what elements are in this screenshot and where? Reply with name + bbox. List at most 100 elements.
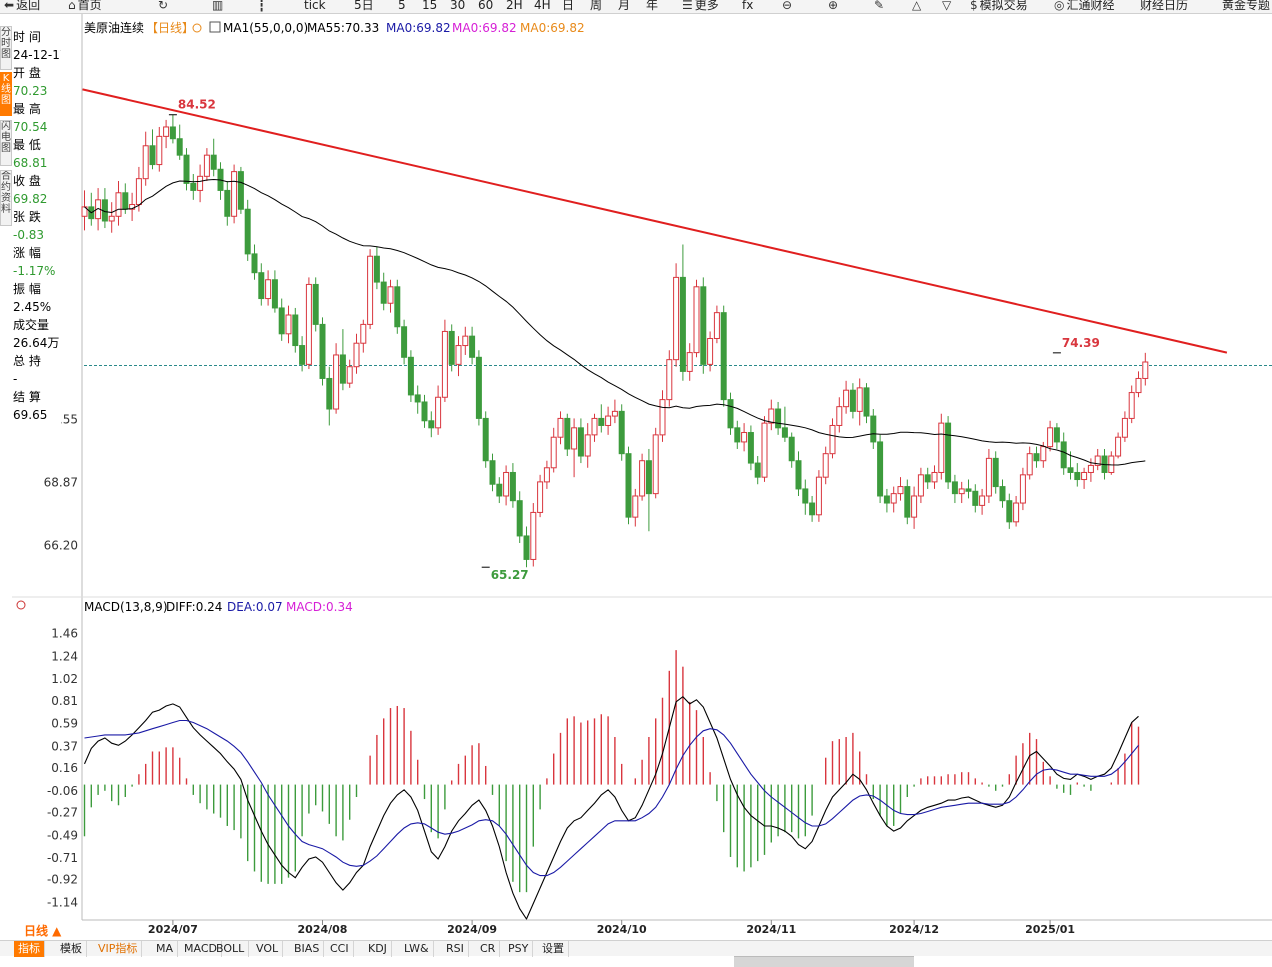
candle[interactable]	[231, 164, 238, 224]
candle[interactable]	[639, 453, 646, 501]
candle[interactable]	[142, 131, 149, 186]
indicator-tab-8[interactable]: CCI	[326, 941, 354, 957]
candle[interactable]	[1081, 467, 1088, 489]
candle[interactable]	[686, 343, 693, 381]
candle[interactable]	[747, 425, 754, 471]
candle[interactable]	[455, 336, 462, 377]
candle[interactable]	[713, 305, 720, 344]
toolbar-item-24[interactable]: $ 模拟交易	[970, 0, 1028, 13]
toolbar-item-0[interactable]: ⬅ 返回	[4, 0, 40, 13]
candle[interactable]	[217, 162, 224, 200]
candle[interactable]	[271, 270, 278, 313]
candle[interactable]	[251, 244, 258, 280]
candle[interactable]	[645, 448, 652, 532]
candle[interactable]	[401, 319, 408, 365]
candle[interactable]	[1013, 495, 1020, 527]
candle[interactable]	[1067, 451, 1074, 480]
candle[interactable]	[1033, 446, 1040, 468]
candle[interactable]	[299, 336, 306, 372]
candle[interactable]	[210, 138, 217, 177]
candle[interactable]	[244, 199, 251, 261]
horizontal-scrollbar[interactable]	[734, 956, 914, 967]
candle[interactable]	[387, 279, 394, 313]
indicator-tab-12[interactable]: CR	[476, 941, 501, 957]
candle[interactable]	[618, 404, 625, 461]
candle[interactable]	[129, 192, 136, 221]
candle[interactable]	[203, 148, 210, 182]
macd-plot[interactable]	[83, 650, 1140, 921]
candle[interactable]	[673, 263, 680, 367]
candle[interactable]	[829, 418, 836, 459]
candle[interactable]	[462, 326, 469, 355]
candle[interactable]	[516, 491, 523, 543]
candle[interactable]	[489, 453, 496, 492]
candle[interactable]	[101, 188, 108, 229]
candle[interactable]	[537, 474, 544, 518]
toolbar-item-25[interactable]: ◎ 汇通财经	[1054, 0, 1115, 13]
candle[interactable]	[156, 126, 163, 172]
candle[interactable]	[346, 359, 353, 388]
candle[interactable]	[945, 416, 952, 489]
candle[interactable]	[265, 270, 272, 306]
candle[interactable]	[822, 446, 829, 485]
candle[interactable]	[169, 114, 176, 144]
candle[interactable]	[911, 486, 918, 529]
candle[interactable]	[917, 467, 924, 504]
candle[interactable]	[475, 350, 482, 426]
candle[interactable]	[951, 474, 958, 504]
candle[interactable]	[278, 298, 285, 341]
candle[interactable]	[931, 465, 938, 489]
toolbar-item-1[interactable]: ⌂ 首页	[68, 0, 102, 13]
toolbar-item-18[interactable]: fx	[742, 0, 753, 13]
left-tab-0[interactable]: 分时图	[0, 26, 12, 70]
candle[interactable]	[999, 479, 1006, 508]
candle[interactable]	[190, 173, 197, 200]
candle[interactable]	[693, 279, 700, 358]
candle[interactable]	[421, 394, 428, 428]
indicator-tab-4[interactable]: MACD	[180, 941, 222, 957]
trend-line[interactable]	[82, 88, 1228, 354]
candle[interactable]	[985, 448, 992, 504]
candle[interactable]	[353, 333, 360, 374]
period-tab-daily[interactable]: 日线 ▲	[24, 924, 62, 938]
candle[interactable]	[108, 202, 115, 233]
candle[interactable]	[380, 272, 387, 311]
candle[interactable]	[727, 392, 734, 435]
candle[interactable]	[584, 423, 591, 468]
candle[interactable]	[877, 434, 884, 504]
left-tab-3[interactable]: 合约资料	[0, 170, 12, 226]
candle[interactable]	[550, 427, 557, 473]
candle[interactable]	[81, 190, 88, 231]
candle[interactable]	[897, 477, 904, 501]
toolbar-item-21[interactable]: ✎	[874, 0, 886, 13]
indicator-tab-3[interactable]: MA	[152, 941, 179, 957]
candle[interactable]	[958, 481, 965, 504]
toolbar-item-17[interactable]: ☰ 更多	[682, 0, 719, 13]
candle[interactable]	[224, 181, 231, 226]
candle[interactable]	[530, 503, 537, 567]
toolbar-item-2[interactable]: ↻	[158, 0, 170, 13]
candle[interactable]	[292, 307, 299, 353]
candle[interactable]	[666, 350, 673, 407]
candle[interactable]	[775, 401, 782, 435]
candle[interactable]	[924, 467, 931, 489]
candle[interactable]	[836, 397, 843, 433]
indicator-tab-2[interactable]: VIP指标	[94, 941, 143, 957]
candle[interactable]	[972, 484, 979, 513]
candle[interactable]	[469, 326, 476, 365]
candle[interactable]	[883, 488, 890, 513]
toolbar-item-7[interactable]: 5	[398, 0, 406, 13]
toolbar-item-11[interactable]: 2H	[506, 0, 523, 13]
candle[interactable]	[88, 192, 95, 226]
candle[interactable]	[496, 477, 503, 504]
candle[interactable]	[904, 479, 911, 525]
candle[interactable]	[598, 404, 605, 433]
toolbar-item-15[interactable]: 月	[618, 0, 630, 13]
candle[interactable]	[707, 331, 714, 372]
indicator-tab-14[interactable]: 设置	[538, 941, 569, 957]
candle[interactable]	[1074, 463, 1081, 487]
left-tab-2[interactable]: 闪电图	[0, 120, 12, 166]
candle[interactable]	[339, 329, 346, 391]
candle[interactable]	[1026, 446, 1033, 480]
candle[interactable]	[115, 181, 122, 226]
